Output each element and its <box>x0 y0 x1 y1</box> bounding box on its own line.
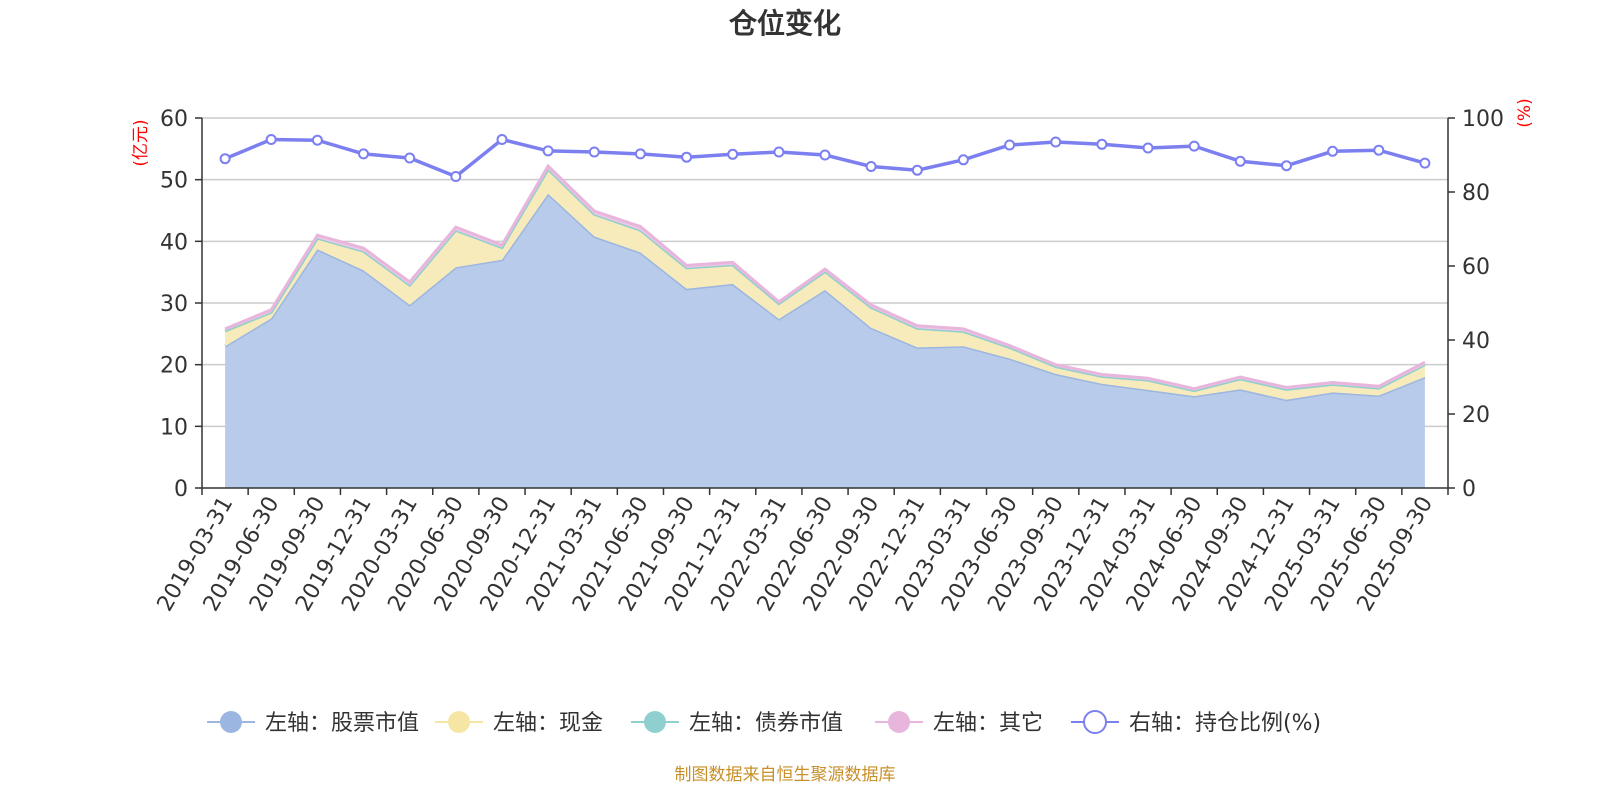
ratio-point <box>1234 155 1246 167</box>
ratio-point <box>450 171 462 182</box>
ratio-point <box>634 148 646 160</box>
right-tick-label: 100 <box>1462 107 1504 132</box>
left-tick-label: 30 <box>160 292 188 317</box>
ratio-point <box>819 149 831 161</box>
legend-marker <box>644 711 666 733</box>
left-tick-label: 10 <box>160 415 188 440</box>
area-band-1 <box>225 193 1425 489</box>
area-line-4 <box>224 163 1426 391</box>
left-tick-label: 60 <box>160 107 188 132</box>
stacked-areas <box>224 163 1426 489</box>
legend-marker <box>888 711 910 733</box>
ratio-point <box>1373 144 1385 156</box>
left-axis-unit: (亿元) <box>131 119 151 166</box>
ratio-point <box>957 154 969 166</box>
legend-label: 右轴：持仓比例(%) <box>1129 711 1321 736</box>
right-tick-label: 20 <box>1462 403 1490 428</box>
legend: 左轴：股票市值 左轴：现金 左轴：债券市值 左轴：其它 右轴：持仓比例(%) <box>207 710 1321 736</box>
right-axis-unit: (%) <box>1515 98 1535 127</box>
ratio-point <box>542 145 554 157</box>
ratio-point <box>1142 142 1154 154</box>
ratio-point <box>311 134 323 146</box>
legend-label: 左轴：其它 <box>933 711 1043 736</box>
legend-marker <box>448 711 470 733</box>
right-tick-label: 60 <box>1462 255 1490 280</box>
legend-marker <box>1083 710 1107 734</box>
legend-label: 左轴：债券市值 <box>689 711 843 736</box>
legend-label: 左轴：股票市值 <box>265 711 419 736</box>
right-tick-label: 0 <box>1462 477 1476 502</box>
ratio-point <box>404 152 416 164</box>
ratio-point <box>727 148 739 160</box>
left-tick-label: 40 <box>160 230 188 255</box>
holding-ratio-line <box>219 134 1431 182</box>
ratio-point <box>1050 136 1062 148</box>
ratio-point <box>1419 157 1431 169</box>
ratio-point <box>1327 145 1339 157</box>
ratio-point <box>911 164 923 176</box>
ratio-point <box>1004 139 1016 151</box>
ratio-point <box>1188 140 1200 152</box>
ratio-point <box>219 153 231 165</box>
ratio-point <box>1096 138 1108 150</box>
area-band-2 <box>225 169 1425 400</box>
ratio-point <box>1281 160 1292 172</box>
ratio-point <box>588 146 600 158</box>
left-tick-label: 50 <box>160 169 188 194</box>
right-tick-label: 80 <box>1462 181 1490 206</box>
legend-marker <box>220 711 242 733</box>
legend-label: 左轴：现金 <box>493 711 603 736</box>
ratio-point <box>496 134 508 145</box>
right-tick-label: 40 <box>1462 329 1490 354</box>
ratio-point <box>681 151 693 163</box>
ratio-point <box>865 161 877 172</box>
ratio-point <box>358 148 369 160</box>
left-tick-label: 20 <box>160 354 188 379</box>
ratio-point <box>773 146 785 158</box>
left-tick-label: 0 <box>174 477 188 502</box>
source-note: 制图数据来自恒生聚源数据库 <box>675 765 896 785</box>
ratio-point <box>265 134 277 145</box>
chart-title: 仓位变化 <box>729 7 841 40</box>
